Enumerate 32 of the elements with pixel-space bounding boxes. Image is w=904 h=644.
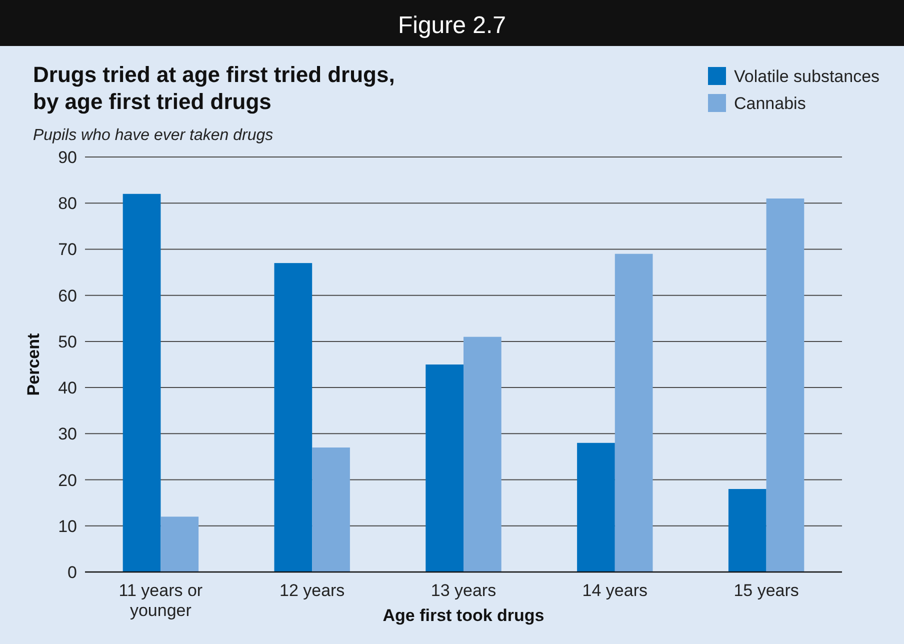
x-tick-label: 14 years [582, 581, 648, 600]
y-tick-label: 0 [68, 563, 77, 582]
y-tick-label: 20 [58, 470, 77, 490]
x-tick-label: 12 years [280, 581, 345, 600]
bar [464, 336, 502, 572]
legend-label: Cannabis [734, 94, 806, 113]
y-tick-label: 50 [58, 332, 77, 352]
bar [160, 516, 199, 572]
bar [426, 364, 464, 572]
bar [728, 489, 766, 572]
y-tick-label: 40 [58, 378, 77, 398]
y-tick-label: 60 [58, 286, 77, 306]
chart-title: Drugs tried at age first tried drugs, by age first tried drugs [33, 62, 395, 114]
bar [766, 198, 804, 572]
y-axis-title: Percent [24, 332, 43, 396]
bar [312, 448, 350, 572]
y-tick-label: 90 [58, 148, 77, 167]
legend-label: Volatile substances [734, 67, 880, 86]
y-tick-label: 80 [58, 194, 77, 214]
y-tick-label: 10 [58, 516, 77, 536]
x-tick-label: 13 years [430, 581, 496, 600]
caption: Figure 2.7 [398, 12, 506, 39]
y-tick-label: 30 [58, 424, 77, 444]
bar [122, 194, 161, 572]
x-axis-title: Age first took drugs [382, 606, 544, 625]
chart-subtitle: Pupils who have ever taken drugs [33, 127, 274, 144]
bar [274, 263, 312, 572]
x-tick-label: 15 years [734, 581, 799, 600]
y-tick-label: 70 [58, 240, 77, 260]
x-tick-label: 11 years or younger [118, 581, 203, 620]
bar [614, 254, 653, 572]
bar [577, 442, 615, 572]
